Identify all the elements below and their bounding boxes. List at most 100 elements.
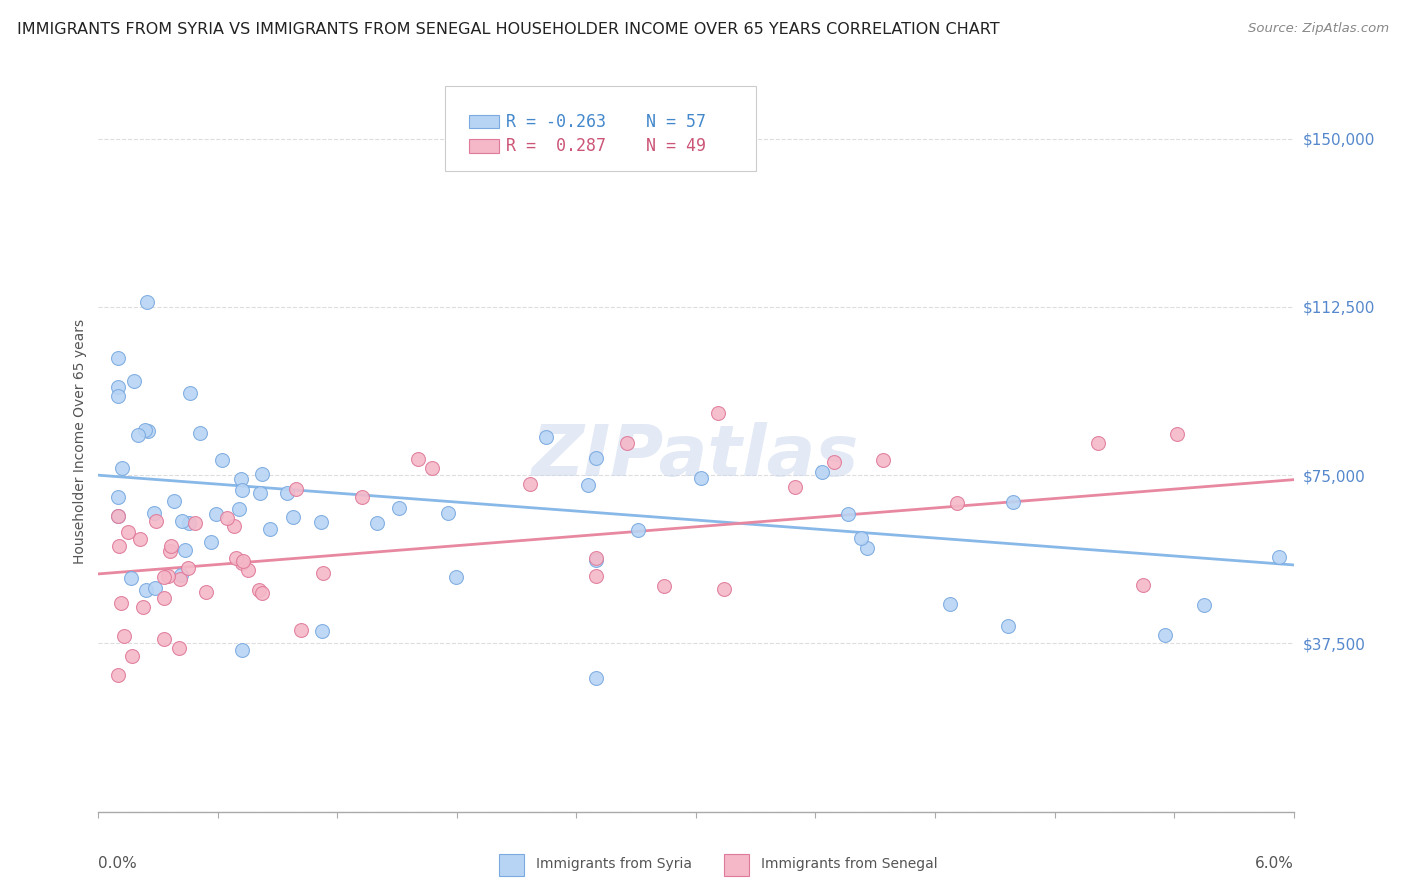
Point bbox=[247, 583, 270, 598]
Point bbox=[1267, 549, 1289, 564]
Point bbox=[163, 493, 186, 508]
FancyBboxPatch shape bbox=[470, 115, 499, 128]
Point bbox=[585, 551, 607, 566]
Point bbox=[284, 482, 307, 496]
Text: 0.0%: 0.0% bbox=[98, 856, 138, 871]
Point bbox=[713, 582, 735, 596]
Point bbox=[249, 485, 271, 500]
Point bbox=[585, 671, 607, 685]
Text: Source: ZipAtlas.com: Source: ZipAtlas.com bbox=[1249, 22, 1389, 36]
Point bbox=[153, 632, 176, 647]
Point bbox=[110, 597, 132, 611]
Point bbox=[309, 515, 332, 529]
Point bbox=[939, 598, 962, 612]
Point bbox=[1166, 426, 1188, 441]
Point bbox=[169, 572, 191, 586]
Point bbox=[143, 581, 166, 595]
Point bbox=[690, 471, 713, 485]
Point bbox=[107, 490, 129, 504]
Text: 6.0%: 6.0% bbox=[1254, 856, 1294, 871]
Point bbox=[157, 569, 180, 583]
Point bbox=[122, 374, 145, 388]
Point bbox=[872, 452, 894, 467]
Point bbox=[117, 524, 139, 539]
Point bbox=[855, 541, 877, 556]
Point bbox=[849, 531, 872, 545]
Point bbox=[420, 461, 443, 475]
Point bbox=[408, 451, 430, 466]
Point bbox=[627, 524, 650, 538]
Point bbox=[437, 506, 460, 520]
Point bbox=[946, 496, 969, 510]
Point bbox=[236, 563, 259, 577]
Point bbox=[173, 542, 195, 557]
Point bbox=[232, 553, 254, 567]
Text: ZIPatlas: ZIPatlas bbox=[533, 422, 859, 491]
Point bbox=[352, 490, 374, 504]
Point bbox=[110, 461, 132, 475]
Point bbox=[179, 386, 201, 401]
Point bbox=[142, 506, 165, 520]
Point bbox=[177, 561, 200, 575]
Point bbox=[229, 472, 252, 486]
Point bbox=[785, 480, 807, 494]
Point bbox=[388, 500, 411, 515]
Point bbox=[107, 508, 129, 523]
Point bbox=[228, 502, 250, 516]
FancyBboxPatch shape bbox=[470, 139, 499, 153]
Point bbox=[276, 486, 298, 500]
Point bbox=[585, 553, 607, 567]
Point bbox=[159, 544, 181, 558]
Point bbox=[1154, 628, 1177, 642]
Point bbox=[172, 514, 194, 528]
Point bbox=[177, 516, 200, 531]
Point bbox=[135, 582, 157, 597]
Point bbox=[194, 584, 217, 599]
Point bbox=[107, 351, 129, 365]
Point bbox=[837, 507, 859, 521]
Text: Immigrants from Syria: Immigrants from Syria bbox=[536, 857, 692, 871]
Point bbox=[997, 619, 1019, 633]
Point bbox=[366, 516, 388, 530]
Point bbox=[127, 428, 149, 442]
Point bbox=[107, 508, 129, 523]
Point bbox=[112, 629, 135, 643]
Point bbox=[145, 514, 167, 528]
Y-axis label: Householder Income Over 65 years: Householder Income Over 65 years bbox=[73, 319, 87, 564]
Point bbox=[576, 477, 599, 491]
Point bbox=[184, 516, 207, 530]
Point bbox=[107, 539, 129, 553]
Point bbox=[152, 591, 174, 606]
Point bbox=[1087, 436, 1109, 450]
Point bbox=[153, 569, 176, 583]
Point bbox=[1192, 598, 1215, 612]
Point bbox=[128, 532, 150, 546]
Point bbox=[1132, 578, 1154, 592]
Point bbox=[107, 668, 129, 682]
Point bbox=[170, 568, 193, 582]
Point bbox=[534, 430, 557, 444]
Point bbox=[134, 423, 156, 437]
Point bbox=[312, 566, 335, 580]
Point bbox=[283, 510, 305, 524]
Point bbox=[215, 510, 238, 524]
Point bbox=[159, 539, 181, 553]
Point bbox=[585, 569, 607, 583]
Point bbox=[231, 483, 253, 497]
FancyBboxPatch shape bbox=[446, 87, 756, 171]
Point bbox=[706, 406, 728, 420]
Text: R =  0.287    N = 49: R = 0.287 N = 49 bbox=[506, 137, 706, 155]
Point bbox=[225, 551, 247, 566]
Point bbox=[585, 450, 607, 465]
Point bbox=[121, 648, 143, 663]
Point bbox=[169, 640, 191, 655]
Point bbox=[290, 623, 312, 637]
Point bbox=[107, 380, 129, 394]
Point bbox=[120, 571, 142, 585]
Point bbox=[107, 389, 129, 403]
Point bbox=[311, 624, 333, 639]
Point bbox=[211, 452, 233, 467]
Point bbox=[136, 424, 159, 438]
Point bbox=[222, 519, 245, 533]
Point bbox=[444, 569, 467, 583]
